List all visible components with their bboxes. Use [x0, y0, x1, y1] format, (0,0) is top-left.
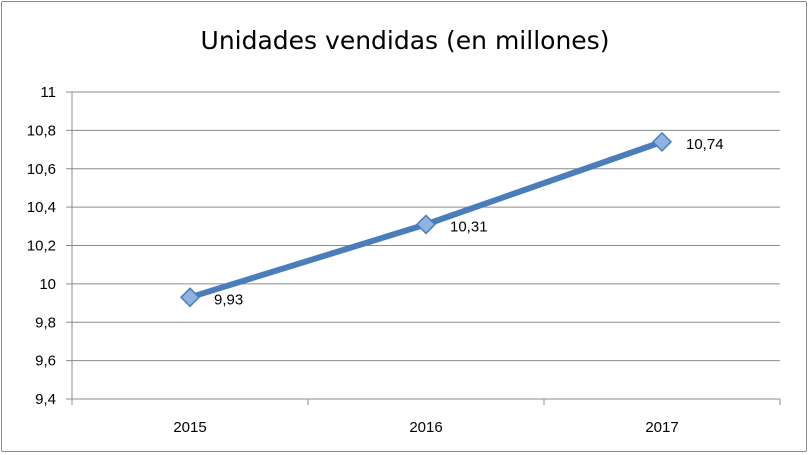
markers-group — [179, 131, 673, 308]
y-tick-label: 10,2 — [27, 238, 56, 255]
data-point-marker — [651, 131, 673, 152]
x-tick-label: 2016 — [409, 419, 442, 436]
data-point-marker — [179, 287, 201, 308]
x-axis-ticks: 2015 2016 2017 — [71, 399, 781, 436]
y-tick-label: 10,4 — [27, 199, 56, 216]
y-tick-label: 10 — [39, 276, 56, 293]
x-tick-label: 2015 — [173, 419, 206, 436]
data-label: 9,93 — [214, 291, 243, 308]
y-axis-ticks: 9,4 9,6 9,8 10 10,2 10,4 10,6 10,8 11 — [27, 84, 72, 408]
y-tick-label: 11 — [40, 84, 56, 101]
gridlines — [72, 91, 780, 362]
data-labels-group: 9,93 10,31 10,74 — [214, 136, 724, 308]
data-label: 10,31 — [450, 218, 488, 235]
y-tick-label: 10,8 — [27, 122, 56, 139]
y-tick-label: 10,6 — [27, 161, 56, 178]
y-tick-label: 9,6 — [35, 353, 56, 370]
y-tick-label: 9,4 — [35, 391, 56, 408]
x-tick-label: 2017 — [645, 419, 678, 436]
data-label: 10,74 — [686, 136, 724, 153]
chart-title: Unidades vendidas (en millones) — [200, 26, 610, 55]
y-tick-label: 9,8 — [35, 314, 56, 331]
data-point-marker — [415, 214, 437, 235]
